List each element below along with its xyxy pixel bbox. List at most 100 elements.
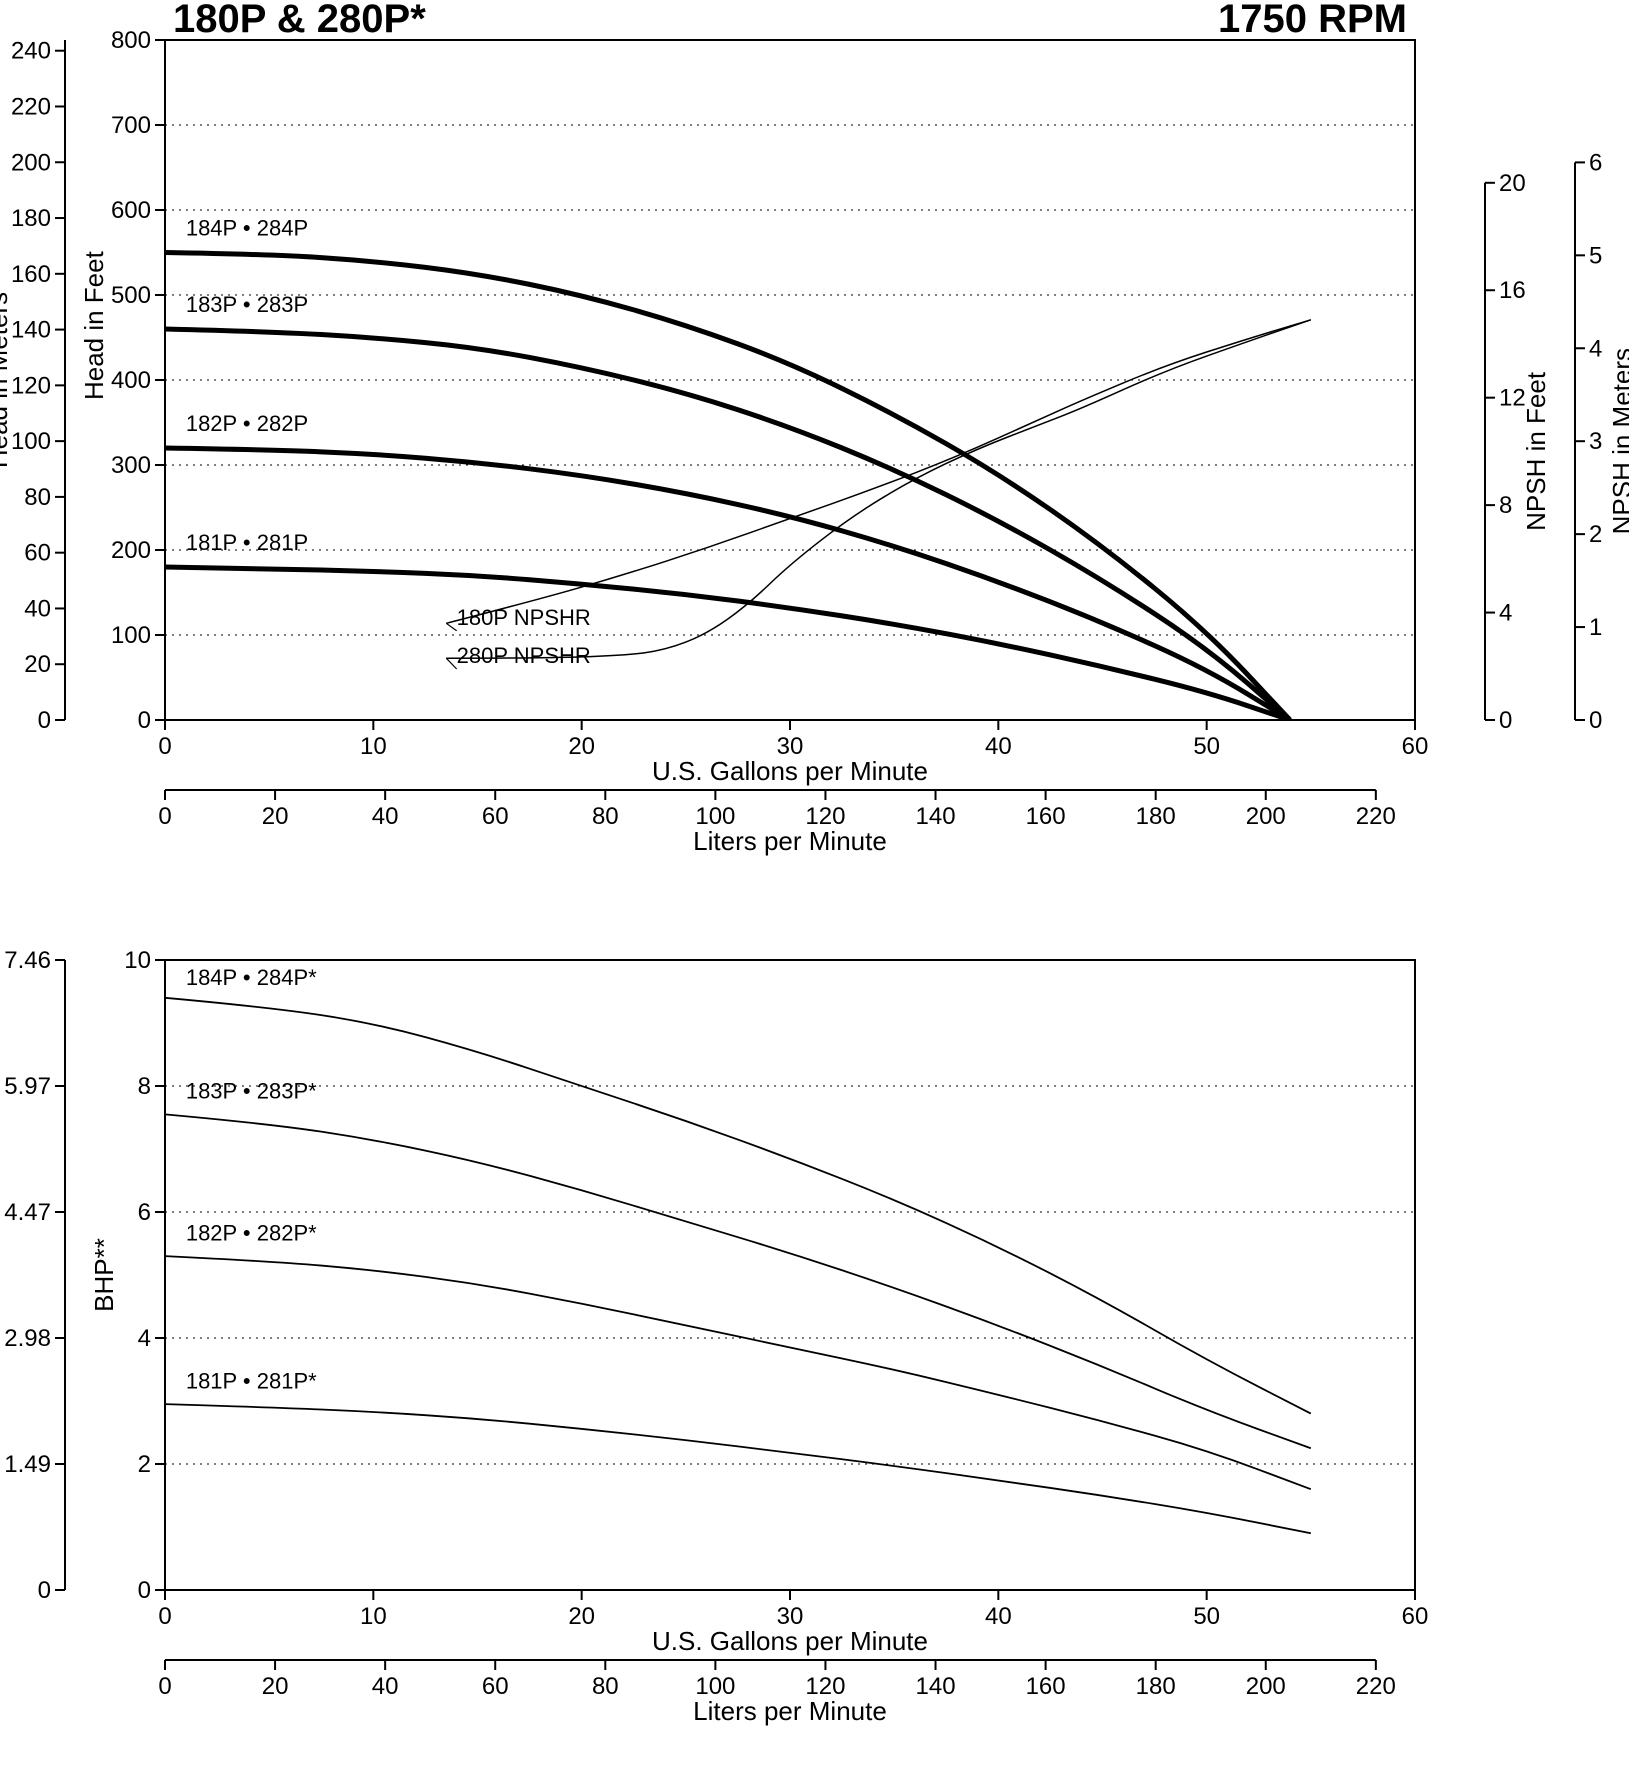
top-m-tick: 80 xyxy=(24,484,51,511)
top-npshft-tick: 16 xyxy=(1499,277,1526,304)
bottom-gpm-tick: 60 xyxy=(1402,1603,1429,1630)
npsh-curve-label: 180P NPSHR xyxy=(457,605,591,630)
top-gpm-tick: 0 xyxy=(158,733,171,760)
bottom-kw-tick: 0 xyxy=(38,1577,51,1604)
bottom-lpm-tick: 60 xyxy=(482,1673,509,1700)
top-lpm-tick: 60 xyxy=(482,803,509,830)
npsh-curve-label: 280P NPSHR xyxy=(457,643,591,668)
title-right: 1750 RPM xyxy=(1218,0,1407,41)
top-npshm-label: NPSH in Meters xyxy=(1607,348,1629,534)
bottom-bhp-tick: 2 xyxy=(138,1451,151,1478)
top-npshft-tick: 8 xyxy=(1499,492,1512,519)
bottom-gpm-tick: 10 xyxy=(360,1603,387,1630)
bottom-kw-label: kW xyxy=(0,1256,1,1294)
top-m-tick: 220 xyxy=(11,93,51,120)
top-m-tick: 160 xyxy=(11,261,51,288)
pump-curve-chart: 180P & 280P*1750 RPM01002003004005006007… xyxy=(0,0,1629,1776)
bottom-kw-tick: 5.97 xyxy=(4,1073,51,1100)
bottom-bhp-tick: 6 xyxy=(138,1199,151,1226)
bhp-curve-label: 183P • 283P* xyxy=(186,1079,317,1104)
bhp-curve-label: 182P • 282P* xyxy=(186,1220,317,1245)
top-npshm-tick: 0 xyxy=(1589,707,1602,734)
bottom-kw-tick: 7.46 xyxy=(4,947,51,974)
top-gpm-tick: 50 xyxy=(1193,733,1220,760)
bottom-gpm-tick: 0 xyxy=(158,1603,171,1630)
top-m-tick: 20 xyxy=(24,651,51,678)
top-m-tick: 140 xyxy=(11,317,51,344)
top-lpm-tick: 80 xyxy=(592,803,619,830)
bottom-bhp-tick: 10 xyxy=(124,947,151,974)
top-m-tick: 0 xyxy=(38,707,51,734)
bottom-lpm-tick: 80 xyxy=(592,1673,619,1700)
head-curve-label: 182P • 282P xyxy=(186,411,308,436)
bottom-kw-tick: 1.49 xyxy=(4,1451,51,1478)
top-ft-tick: 200 xyxy=(111,537,151,564)
top-m-tick: 120 xyxy=(11,372,51,399)
top-lpm-label: Liters per Minute xyxy=(693,826,887,856)
top-ft-tick: 800 xyxy=(111,27,151,54)
bottom-lpm-tick: 40 xyxy=(372,1673,399,1700)
top-lpm-tick: 140 xyxy=(916,803,956,830)
top-npshft-tick: 0 xyxy=(1499,707,1512,734)
top-ft-tick: 400 xyxy=(111,367,151,394)
top-lpm-tick: 40 xyxy=(372,803,399,830)
top-npshft-label: NPSH in Feet xyxy=(1521,371,1551,531)
bottom-bhp-tick: 8 xyxy=(138,1073,151,1100)
bhp-curve-label: 181P • 281P* xyxy=(186,1368,317,1393)
bottom-bhp-tick: 4 xyxy=(138,1325,151,1352)
top-ft-tick: 300 xyxy=(111,452,151,479)
top-lpm-tick: 0 xyxy=(158,803,171,830)
top-ft-tick: 700 xyxy=(111,112,151,139)
top-m-tick: 40 xyxy=(24,595,51,622)
bottom-kw-tick: 4.47 xyxy=(4,1199,51,1226)
bottom-lpm-label: Liters per Minute xyxy=(693,1696,887,1726)
top-gpm-tick: 20 xyxy=(568,733,595,760)
top-ft-tick: 0 xyxy=(138,707,151,734)
bottom-gpm-tick: 50 xyxy=(1193,1603,1220,1630)
top-npshm-tick: 4 xyxy=(1589,335,1602,362)
top-npshm-tick: 5 xyxy=(1589,242,1602,269)
top-gpm-tick: 40 xyxy=(985,733,1012,760)
top-npshm-tick: 6 xyxy=(1589,149,1602,176)
bottom-lpm-tick: 140 xyxy=(916,1673,956,1700)
bottom-lpm-tick: 200 xyxy=(1246,1673,1286,1700)
top-npshm-tick: 3 xyxy=(1589,428,1602,455)
top-ft-tick: 600 xyxy=(111,197,151,224)
top-m-tick: 60 xyxy=(24,540,51,567)
top-npshft-tick: 20 xyxy=(1499,170,1526,197)
top-m-tick: 100 xyxy=(11,428,51,455)
bottom-bhp-label: BHP** xyxy=(89,1238,119,1312)
head-curve-label: 183P • 283P xyxy=(186,292,308,317)
bottom-lpm-tick: 220 xyxy=(1356,1673,1396,1700)
top-ft-label: Head in Feet xyxy=(79,250,109,400)
bottom-gpm-tick: 20 xyxy=(568,1603,595,1630)
bottom-lpm-tick: 160 xyxy=(1026,1673,1066,1700)
bhp-curve-label: 184P • 284P* xyxy=(186,965,317,990)
bottom-gpm-tick: 40 xyxy=(985,1603,1012,1630)
top-npshm-tick: 1 xyxy=(1589,614,1602,641)
bottom-lpm-tick: 0 xyxy=(158,1673,171,1700)
top-npshft-tick: 4 xyxy=(1499,600,1512,627)
top-npshm-tick: 2 xyxy=(1589,521,1602,548)
head-curve-label: 184P • 284P xyxy=(186,216,308,241)
head-curve-label: 181P • 281P xyxy=(186,530,308,555)
top-lpm-tick: 160 xyxy=(1026,803,1066,830)
bottom-kw-tick: 2.98 xyxy=(4,1325,51,1352)
top-ft-tick: 100 xyxy=(111,622,151,649)
top-m-tick: 240 xyxy=(11,38,51,65)
top-m-label: Head in Meters xyxy=(0,292,13,468)
top-lpm-tick: 200 xyxy=(1246,803,1286,830)
top-gpm-tick: 10 xyxy=(360,733,387,760)
top-m-tick: 180 xyxy=(11,205,51,232)
top-gpm-label: U.S. Gallons per Minute xyxy=(652,756,928,786)
top-gpm-tick: 60 xyxy=(1402,733,1429,760)
top-lpm-tick: 220 xyxy=(1356,803,1396,830)
bottom-lpm-tick: 180 xyxy=(1136,1673,1176,1700)
top-lpm-tick: 20 xyxy=(262,803,289,830)
bottom-bhp-tick: 0 xyxy=(138,1577,151,1604)
top-m-tick: 200 xyxy=(11,149,51,176)
top-ft-tick: 500 xyxy=(111,282,151,309)
title-left: 180P & 280P* xyxy=(173,0,426,41)
bottom-lpm-tick: 20 xyxy=(262,1673,289,1700)
bottom-gpm-label: U.S. Gallons per Minute xyxy=(652,1626,928,1656)
